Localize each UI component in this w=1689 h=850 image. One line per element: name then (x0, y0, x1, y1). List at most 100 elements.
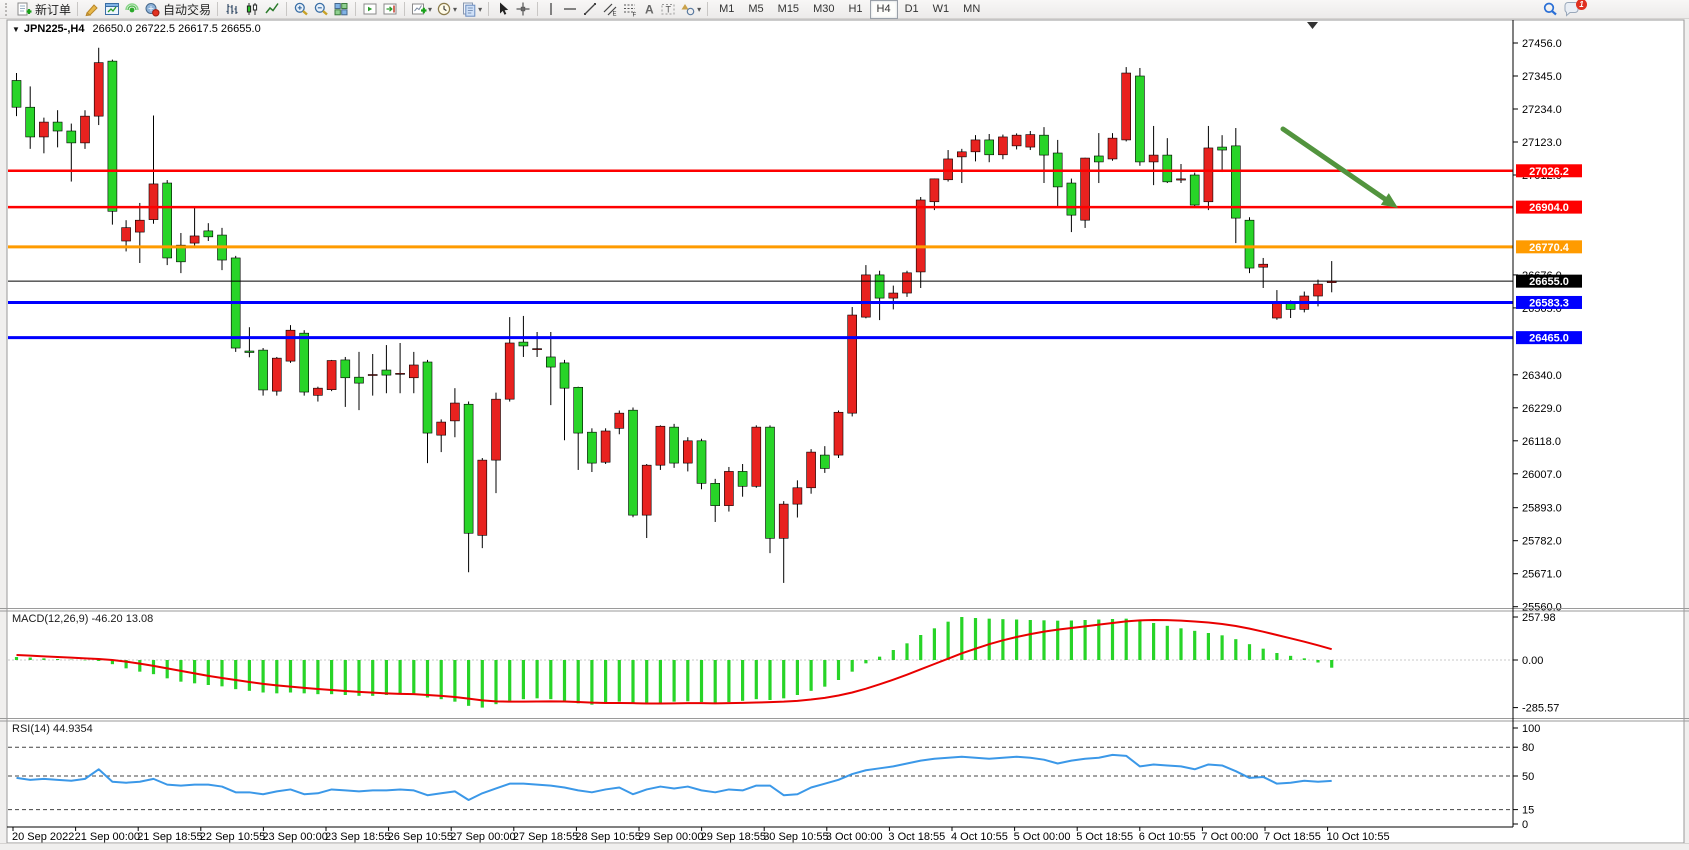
time-tick-label: 27 Sep 18:55 (513, 831, 578, 843)
timeframe-h1[interactable]: H1 (848, 2, 863, 15)
time-tick-label: 7 Oct 18:55 (1264, 831, 1321, 843)
cursor-button[interactable] (493, 1, 513, 18)
candle-body (587, 431, 597, 464)
macd-signal-line (16, 618, 1332, 705)
separator (537, 2, 539, 16)
timeframe-w1[interactable]: W1 (932, 2, 950, 15)
separator (286, 2, 288, 16)
level-price-label: 26770.4 (1529, 242, 1570, 254)
candle-body (52, 121, 63, 132)
one-click-trading-toggle[interactable]: ▼ (12, 25, 20, 34)
candle-body (1135, 75, 1145, 163)
notifications-button[interactable]: 1 (1561, 0, 1587, 18)
time-tick-label: 22 Sep 10:55 (200, 831, 265, 843)
autotrading-icon (145, 3, 160, 17)
timeframe-m15[interactable]: M15 (777, 2, 800, 15)
vertical-line-button[interactable] (542, 1, 560, 18)
horizontal-line-button[interactable] (560, 1, 580, 18)
new-order-icon (17, 2, 32, 16)
timeframe-mn[interactable]: MN (963, 2, 981, 15)
candle-body (765, 426, 775, 539)
timeframe-h4[interactable]: H4 (869, 0, 898, 19)
crosshair-button[interactable] (513, 1, 533, 18)
auto-scroll-button[interactable] (360, 1, 380, 18)
new-order-button[interactable]: 新订单 (14, 1, 73, 18)
templates-icon (463, 2, 476, 17)
candle-body (408, 364, 419, 379)
chart-shift-button[interactable] (380, 1, 400, 18)
candlestick-mode-button[interactable] (242, 1, 262, 18)
candle-body (422, 361, 433, 434)
level-price-tag (1516, 295, 1582, 309)
rsi-axis-label: 100 (1522, 723, 1540, 735)
separator (217, 2, 219, 16)
line-chart-mode-button[interactable] (262, 1, 282, 18)
data-window-icon (105, 3, 120, 15)
trend-arrow[interactable] (1280, 126, 1398, 208)
svg-text:E: E (613, 12, 617, 18)
time-tick-label: 21 Sep 18:55 (137, 831, 202, 843)
chart-profiles-button[interactable] (82, 1, 102, 18)
zoom-out-button[interactable] (311, 1, 331, 18)
channel-button[interactable]: E (600, 1, 620, 18)
zoom-in-button[interactable] (291, 1, 311, 18)
indicators-button[interactable]: ▾ (409, 1, 434, 18)
candle-body (833, 411, 844, 456)
candle-body (943, 158, 953, 181)
sound-alert-icon (125, 3, 139, 13)
candle-body (956, 151, 967, 158)
sound-alert-button[interactable] (122, 1, 142, 18)
fibonacci-icon: F (624, 4, 637, 17)
macd-axis-label: 0.00 (1522, 655, 1543, 667)
periods-button[interactable]: ▾ (434, 1, 459, 18)
candle-body (874, 274, 885, 299)
text-label-button[interactable]: T (658, 1, 678, 18)
toolbar-grip[interactable] (5, 2, 11, 16)
timeframe-d1[interactable]: D1 (904, 2, 919, 15)
candle-body (573, 386, 584, 434)
price-tick-label: 25782.0 (1522, 536, 1562, 548)
candle-body (1039, 134, 1049, 156)
candle-body (299, 332, 310, 393)
level-price-label: 26904.0 (1529, 202, 1569, 214)
trendline-button[interactable] (580, 1, 600, 18)
rsi-axis-label: 15 (1522, 805, 1534, 817)
text-button[interactable]: A (640, 1, 658, 18)
candle-body (1121, 72, 1131, 141)
level-price-label: 26465.0 (1529, 333, 1569, 345)
symbol-period-label: JPN225-,H4 (23, 23, 85, 35)
level-price-tag (1516, 331, 1582, 345)
tile-windows-button[interactable] (331, 1, 351, 18)
chart-canvas[interactable]: 27456.027345.027234.027123.027012.026676… (0, 19, 1689, 843)
time-tick-label: 4 Oct 10:55 (951, 831, 1008, 843)
time-tick-label: 6 Oct 10:55 (1139, 831, 1196, 843)
timeframe-m5[interactable]: M5 (748, 2, 764, 15)
search-button[interactable] (1540, 1, 1561, 18)
candle-body (902, 272, 912, 294)
data-window-button[interactable] (102, 1, 122, 18)
candle-body (395, 373, 405, 375)
toolbar-right: 1 (1540, 0, 1687, 18)
candle-body (1148, 154, 1159, 163)
timeframe-m1[interactable]: M1 (719, 2, 735, 15)
rsi-label: RSI(14) 44.9354 (12, 723, 93, 735)
templates-button[interactable]: ▾ (459, 1, 484, 18)
candles (11, 47, 1337, 583)
dropdown-arrow-icon: ▾ (453, 4, 458, 14)
toolbar: 新订单 自动交易 (0, 0, 1689, 19)
timeframe-m30[interactable]: M30 (813, 2, 835, 15)
bar-chart-mode-button[interactable] (222, 1, 242, 18)
time-tick-label: 29 Sep 00:00 (638, 831, 703, 843)
chart-shift-marker[interactable] (1307, 22, 1318, 29)
candlestick-icon (246, 3, 258, 15)
candle-body (751, 426, 762, 487)
candle-body (518, 341, 529, 347)
price-tick-label: 25671.0 (1522, 569, 1562, 581)
time-tick-label: 28 Sep 10:55 (575, 831, 640, 843)
fibonacci-button[interactable]: F (620, 1, 640, 18)
autotrading-button[interactable]: 自动交易 (142, 1, 213, 18)
shapes-button[interactable]: ▾ (678, 1, 703, 18)
svg-text:T: T (666, 5, 672, 15)
candle-body (176, 244, 186, 263)
